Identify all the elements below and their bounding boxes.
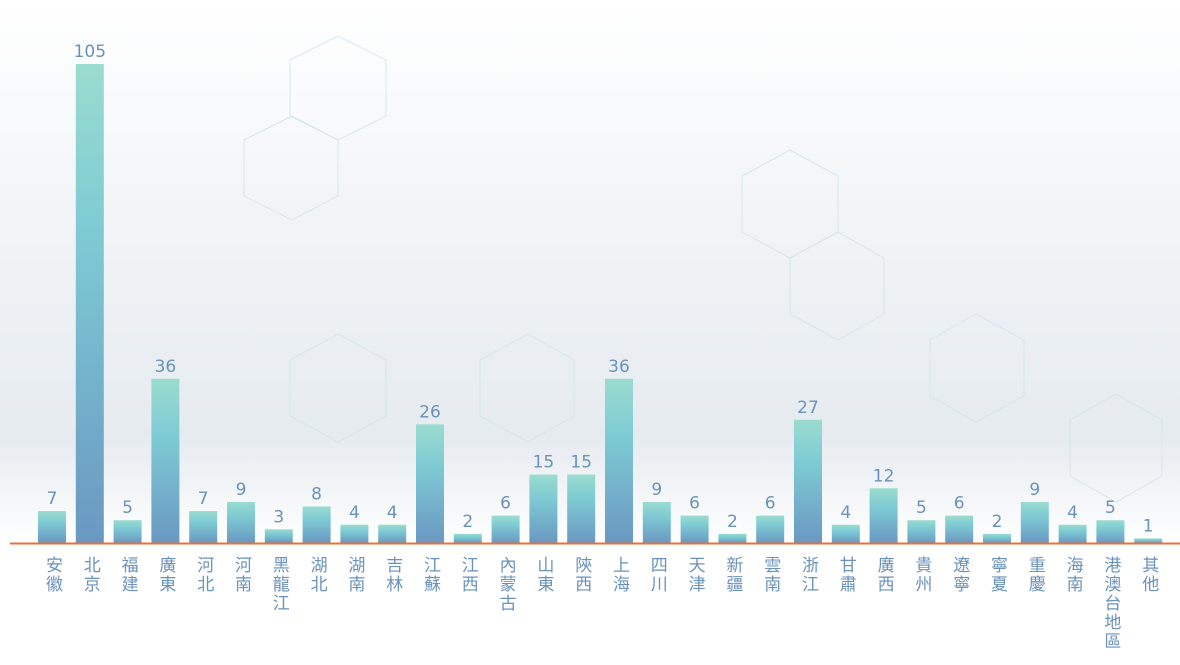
x-tick-label: 湖北: [307, 556, 328, 594]
value-label: 2: [727, 512, 738, 532]
bar: [983, 533, 1011, 543]
bar: [1020, 501, 1049, 543]
bar: [151, 378, 180, 543]
bar: [491, 515, 520, 543]
value-label: 105: [74, 42, 106, 62]
bar: [567, 474, 596, 543]
value-label: 6: [765, 494, 776, 514]
x-tick-label: 浙江: [798, 556, 819, 594]
bar: [1096, 520, 1125, 543]
x-tick-label: 寧夏: [987, 556, 1008, 594]
x-tick-label: 遼寧: [949, 556, 970, 594]
bar: [794, 419, 822, 543]
bar: [907, 520, 936, 543]
value-label: 15: [533, 453, 555, 473]
value-label: 9: [1029, 480, 1040, 500]
value-label: 8: [311, 485, 322, 505]
bar: [75, 64, 104, 543]
bar: [756, 515, 785, 543]
bar: [189, 511, 218, 543]
bar: [869, 488, 898, 543]
value-label: 5: [916, 498, 927, 518]
value-label: 5: [1105, 498, 1116, 518]
value-label: 15: [570, 453, 592, 473]
x-tick-label: 安徽: [42, 556, 63, 594]
value-label: 9: [236, 480, 247, 500]
x-tick-label: 湖南: [344, 556, 365, 594]
value-label: 2: [992, 512, 1003, 532]
bar: [529, 474, 558, 543]
value-label: 4: [1067, 503, 1078, 523]
x-tick-label: 新疆: [722, 556, 743, 594]
value-label: 9: [651, 480, 662, 500]
bar: [718, 533, 747, 543]
hex-decoration: [243, 35, 1163, 503]
value-label: 12: [873, 466, 895, 486]
value-label: 36: [608, 357, 630, 377]
x-tick-label: 江西: [458, 556, 479, 594]
bar: [416, 424, 444, 543]
x-tick-label: 其他: [1138, 556, 1159, 594]
value-label: 6: [500, 494, 511, 514]
value-label: 7: [47, 489, 58, 509]
bar: [378, 524, 407, 543]
x-tick-label: 雲南: [760, 556, 781, 594]
x-tick-label: 貴州: [911, 556, 932, 594]
bar: [227, 501, 255, 543]
value-label: 7: [198, 489, 209, 509]
value-label: 1: [1143, 516, 1154, 536]
value-label: 36: [155, 357, 177, 377]
x-tick-label: 上海: [609, 556, 630, 594]
x-tick-label: 內蒙古: [496, 556, 516, 613]
bar: [605, 378, 633, 543]
bar: [642, 501, 671, 543]
bar: [831, 524, 860, 543]
value-label: 4: [387, 503, 398, 523]
x-tick-label: 天津: [685, 556, 706, 594]
bar: [113, 520, 142, 543]
bar: [38, 511, 66, 543]
bar: [302, 506, 331, 543]
value-label: 2: [462, 512, 473, 532]
bar: [264, 529, 293, 543]
x-tick-label: 江蘇: [420, 556, 441, 594]
bar: [1058, 524, 1087, 543]
x-tick-label: 北京: [80, 556, 101, 594]
value-label: 6: [689, 494, 700, 514]
x-tick-label: 河北: [193, 556, 214, 594]
bar: [945, 515, 974, 543]
value-label: 6: [954, 494, 965, 514]
x-tick-label: 港澳台地區: [1100, 556, 1121, 651]
bar: [453, 533, 482, 543]
value-label: 5: [122, 498, 133, 518]
x-tick-label: 甘肅: [836, 556, 857, 594]
x-tick-label: 陝西: [571, 556, 591, 594]
x-tick-label: 四川: [647, 556, 668, 594]
x-tick-label: 重慶: [1025, 556, 1046, 594]
x-tick-label: 廣西: [874, 556, 895, 594]
x-tick-label: 山東: [533, 556, 554, 594]
bar: [1134, 538, 1163, 543]
value-label: 4: [840, 503, 851, 523]
x-tick-label: 海南: [1063, 556, 1084, 594]
value-label: 26: [419, 402, 441, 422]
x-tick-label: 黑龍江: [269, 556, 290, 613]
bar: [340, 524, 369, 543]
x-tick-label: 福建: [118, 556, 139, 594]
value-label: 27: [797, 398, 819, 418]
background: [0, 0, 1180, 545]
x-tick-label: 吉林: [382, 556, 403, 594]
x-tick-label: 河南: [231, 556, 252, 594]
x-tick-label: 廣東: [155, 556, 176, 594]
value-label: 4: [349, 503, 360, 523]
bar: [680, 515, 709, 543]
value-label: 3: [273, 507, 284, 527]
